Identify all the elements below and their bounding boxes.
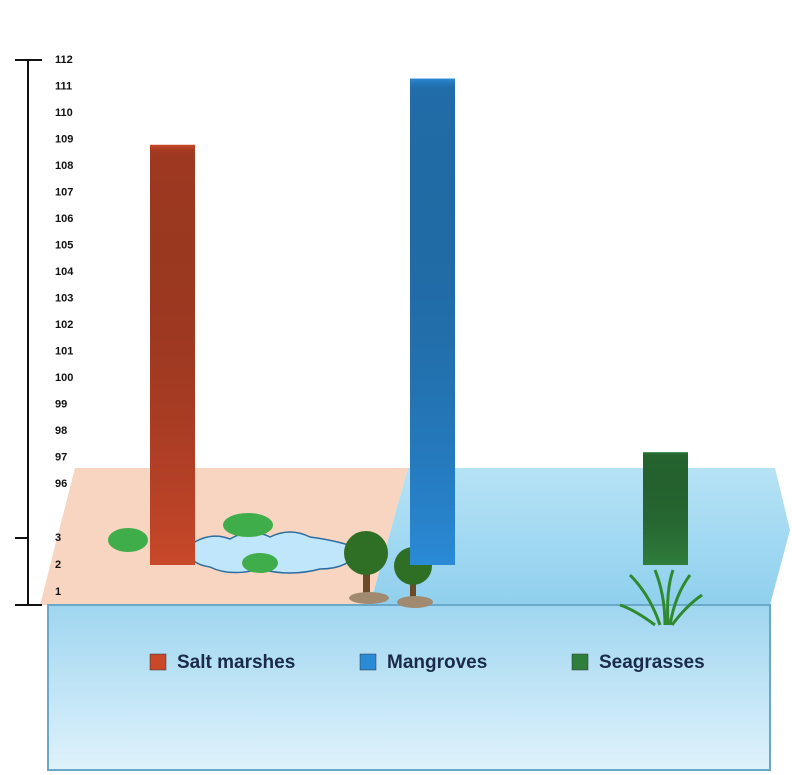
bar-shade: [410, 78, 455, 566]
scene: [40, 468, 790, 771]
y-tick-label: 97: [55, 451, 67, 463]
y-tick-label: 107: [55, 186, 73, 198]
legend-swatch: [571, 653, 589, 671]
seagrass: [619, 569, 703, 627]
legend-swatch: [149, 653, 167, 671]
y-tick-label: 108: [55, 160, 73, 172]
legend-label: Mangroves: [387, 652, 487, 673]
y-tick-label: 99: [55, 398, 67, 410]
y-tick-label: 3: [55, 532, 61, 544]
y-tick-label: 111: [55, 80, 72, 92]
y-tick-label: 100: [55, 372, 73, 384]
y-tick-label: 96: [55, 478, 67, 490]
y-tick-label: 105: [55, 239, 73, 251]
grass: [223, 513, 273, 537]
bar-shade: [643, 452, 688, 565]
bar-shade: [150, 144, 195, 566]
legend-box: [47, 604, 771, 771]
y-tick-label: 2: [55, 559, 61, 571]
y-axis: [15, 59, 42, 606]
legend-swatch: [359, 653, 377, 671]
y-tick-label: 1: [55, 586, 61, 598]
grass: [242, 553, 278, 573]
grass: [108, 528, 148, 552]
y-tick-label: 98: [55, 425, 67, 437]
legend-label: Seagrasses: [599, 652, 705, 673]
y-tick-label: 101: [55, 345, 73, 357]
y-tick-label: 112: [55, 54, 73, 66]
y-tick-label: 109: [55, 133, 73, 145]
y-tick-label: 103: [55, 292, 73, 304]
y-tick-label: 110: [55, 107, 73, 119]
y-tick-label: 104: [55, 266, 74, 278]
tree: [344, 531, 389, 604]
y-tick-label: 102: [55, 319, 73, 331]
legend-label: Salt marshes: [177, 652, 295, 673]
y-tick-label: 106: [55, 213, 73, 225]
